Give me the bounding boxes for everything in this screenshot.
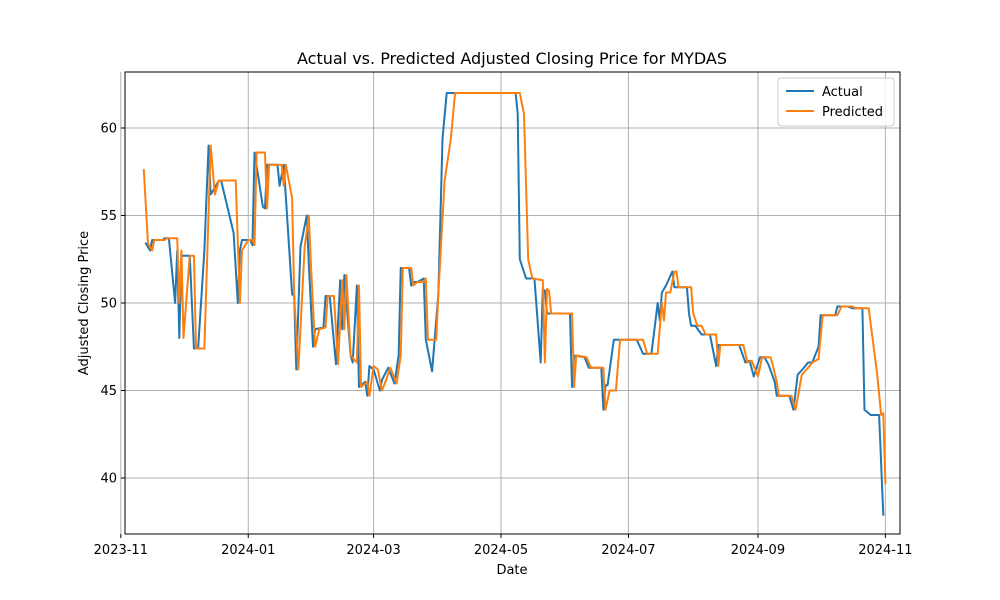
x-tick-label: 2024-09 [731, 543, 785, 558]
y-tick-label: 55 [100, 209, 117, 224]
chart-title: Actual vs. Predicted Adjusted Closing Pr… [297, 49, 727, 68]
series-line-predicted [142, 92, 887, 485]
x-tick-label: 2024-05 [474, 543, 528, 558]
legend: Actual Predicted [777, 77, 895, 127]
x-tick-label: 2024-07 [601, 543, 655, 558]
legend-label-actual: Actual [822, 85, 863, 100]
x-tick-label: 2024-03 [346, 543, 400, 558]
x-axis: 2023-11 2024-01 2024-03 2024-05 2024-07 2024-… [94, 534, 913, 558]
x-tick-label: 2023-11 [94, 543, 148, 558]
y-tick-label: 45 [100, 384, 117, 399]
y-axis-label: Adjusted Closing Price [77, 231, 92, 375]
series-lines [142, 92, 887, 516]
x-tick-label: 2024-01 [221, 543, 275, 558]
y-tick-label: 60 [100, 122, 117, 137]
y-axis: 40 45 50 55 60 [100, 122, 125, 487]
y-tick-label: 40 [100, 472, 117, 487]
x-axis-label: Date [496, 563, 527, 578]
x-tick-label: 2024-11 [858, 543, 912, 558]
y-tick-label: 50 [100, 297, 117, 312]
legend-label-predicted: Predicted [822, 105, 883, 120]
grid [120, 72, 900, 534]
